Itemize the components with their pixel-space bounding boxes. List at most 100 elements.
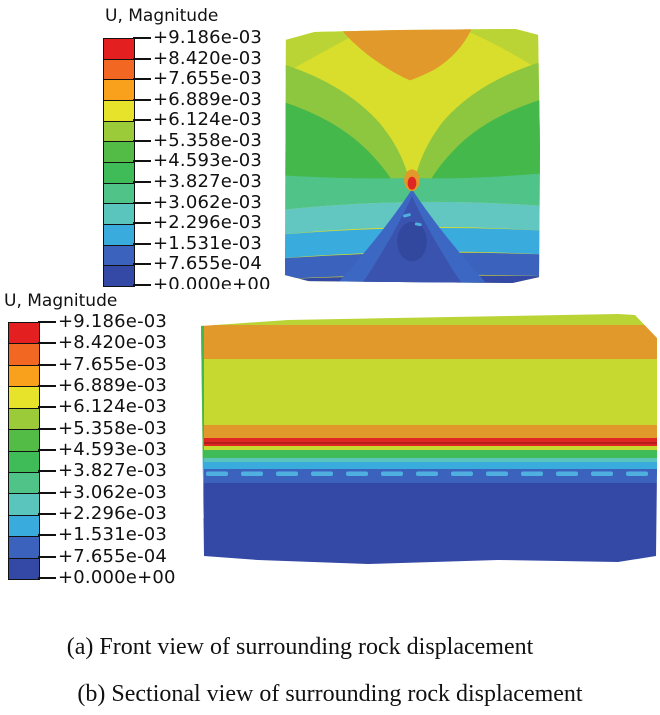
section-band-orange-upper (201, 325, 657, 359)
tick-line (133, 181, 151, 184)
tick-line (38, 321, 56, 323)
legend-tick-label: +4.593e-03 (58, 438, 168, 460)
legend-tick-label: +7.655e-04 (153, 253, 263, 275)
color-band (104, 121, 134, 143)
color-band (9, 537, 39, 559)
legend-tick-label: +2.296e-03 (58, 502, 168, 524)
plume-specks (403, 213, 422, 227)
tick-line (133, 57, 151, 60)
section-band-top-sliver (201, 314, 657, 325)
legend-tick-label: +0.000e+00 (58, 566, 176, 588)
peak-spot-red (407, 176, 417, 190)
tick-line (38, 384, 56, 387)
legend-tick-label: +7.655e-03 (58, 353, 168, 375)
legend-tick-label: +1.531e-03 (58, 524, 168, 546)
section-band-yellow-sliver (201, 446, 657, 450)
legend-tick-label: +9.186e-03 (153, 27, 263, 48)
section-left-edge-cyan (201, 458, 204, 518)
tick-line (133, 242, 151, 245)
tick-line (133, 139, 151, 142)
color-band (104, 59, 134, 81)
colorbar (8, 322, 40, 580)
contour-region-left-wing-inner (284, 101, 394, 184)
color-band (9, 365, 39, 388)
tick-line (133, 263, 151, 266)
contour-region-top-left (284, 28, 368, 76)
section-band-cyan (201, 462, 657, 469)
section-band-orange-thin (201, 425, 657, 438)
contour-region-right-wing-inner (429, 99, 541, 183)
tick-line (38, 406, 56, 409)
colorbar-legend-front: U, Magnitude +9.186e-03 +8.420e-03 +7.655e… (103, 6, 373, 296)
legend-tick-label: +5.358e-03 (58, 417, 168, 439)
tick-line (133, 119, 151, 122)
tick-line (38, 534, 56, 537)
section-left-edge-green (201, 325, 204, 458)
caption-b: (b) Sectional view of surrounding rock d… (77, 681, 583, 707)
color-band (104, 225, 134, 246)
tick-line (38, 448, 56, 451)
tick-line (133, 78, 151, 81)
legend-tick-label: +1.531e-03 (153, 232, 263, 254)
section-band-red-dark-line (201, 442, 657, 444)
section-band-green (201, 450, 657, 458)
color-band (9, 515, 39, 538)
legend-tick-label: +8.420e-03 (153, 47, 263, 69)
legend-tick-label: +3.062e-03 (58, 481, 168, 503)
color-band (9, 344, 39, 366)
legend-tick-label: +7.655e-03 (153, 68, 263, 90)
tick-line (38, 491, 56, 494)
legend-tick-label: +6.124e-03 (58, 396, 168, 418)
plume-keyhole (397, 221, 427, 262)
tick-area: +9.186e-03 +8.420e-03 +7.655e-03 +6.889e-03… (103, 27, 273, 289)
color-band (9, 558, 39, 580)
caption-a: (a) Front view of surrounding rock displ… (66, 634, 534, 660)
color-band (104, 204, 134, 226)
color-band (9, 430, 39, 452)
tick-line (133, 201, 151, 204)
section-band-dark-blue (201, 483, 657, 564)
legend-tick-label: +3.827e-03 (153, 171, 263, 193)
section-band-teal-line (201, 458, 657, 462)
color-band (104, 39, 134, 60)
tick-line (133, 283, 151, 286)
color-band (9, 472, 39, 495)
tick-line (133, 98, 151, 101)
legend-tick-label: +3.062e-03 (153, 191, 263, 213)
tick-line (38, 576, 56, 579)
legend-title: U, Magnitude (4, 291, 118, 311)
tick-line (133, 37, 151, 39)
tick-line (38, 470, 56, 473)
color-band (104, 245, 134, 267)
colorbar-legend-section: U, Magnitude +9.186e-03 +8.420e-03 +7.655e… (4, 291, 204, 591)
color-band (9, 451, 39, 473)
color-band (9, 323, 39, 345)
legend-tick-label: +7.655e-04 (58, 545, 168, 567)
color-band (104, 163, 134, 184)
contour-region-top-right (460, 28, 541, 72)
tick-line (38, 342, 56, 345)
tick-line (38, 363, 56, 366)
color-band (9, 387, 39, 409)
color-band (104, 80, 134, 102)
color-band (104, 183, 134, 205)
legend-tick-label: +6.124e-03 (153, 109, 263, 131)
color-band (9, 408, 39, 431)
color-band (9, 494, 39, 516)
section-band-yellow-green (201, 359, 657, 425)
tick-line (38, 427, 56, 430)
legend-title: U, Magnitude (105, 6, 219, 26)
legend-tick-label: +5.358e-03 (153, 129, 263, 151)
color-band (104, 142, 134, 164)
legend-tick-label: +4.593e-03 (153, 150, 263, 172)
color-band (104, 101, 134, 122)
tick-line (38, 555, 56, 558)
color-band (104, 266, 134, 287)
legend-tick-label: +8.420e-03 (58, 332, 168, 354)
colorbar (103, 38, 135, 287)
legend-tick-label: +2.296e-03 (153, 212, 263, 234)
legend-tick-label: +9.186e-03 (58, 311, 168, 332)
tick-line (133, 160, 151, 163)
contour-region-orange-max (340, 28, 473, 81)
